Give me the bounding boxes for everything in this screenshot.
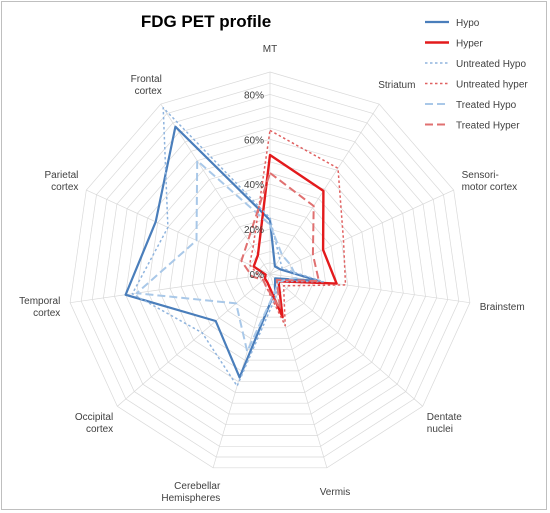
radial-tick-label: 20% bbox=[244, 225, 264, 236]
grid-ring bbox=[125, 127, 415, 415]
grid-ring bbox=[69, 71, 471, 469]
grid-spoke bbox=[269, 273, 470, 304]
grid-ring bbox=[114, 116, 426, 426]
grid-spoke bbox=[86, 189, 271, 275]
grid-ring bbox=[147, 150, 393, 393]
legend-label: Hypo bbox=[456, 18, 480, 29]
category-label: Striatum bbox=[378, 80, 415, 91]
series-line-0 bbox=[124, 125, 320, 379]
grid-ring bbox=[158, 161, 382, 383]
grid-spoke bbox=[160, 103, 271, 275]
grid-ring bbox=[103, 105, 437, 436]
category-label: Dentate nuclei bbox=[427, 412, 462, 435]
grid-ring bbox=[180, 183, 360, 361]
grid-spoke bbox=[269, 273, 423, 407]
grid-ring bbox=[225, 228, 315, 318]
legend-label: Treated Hyper bbox=[456, 121, 520, 132]
grid-ring bbox=[169, 172, 371, 372]
series-layer bbox=[124, 107, 347, 387]
grid-spoke bbox=[269, 189, 454, 275]
category-label: Frontal cortex bbox=[131, 74, 162, 97]
radial-tick-label: 40% bbox=[244, 180, 264, 191]
chart-title: FDG PET profile bbox=[140, 12, 272, 31]
grid-ring bbox=[214, 217, 326, 329]
category-label: Parietal cortex bbox=[44, 170, 78, 193]
grid-spoke bbox=[269, 103, 380, 275]
grid-spoke bbox=[70, 273, 271, 304]
series-line-1 bbox=[252, 153, 338, 319]
series-line-5 bbox=[240, 172, 320, 310]
grid-ring bbox=[191, 195, 349, 350]
category-label: Cerebellar Hemispheres bbox=[161, 481, 221, 504]
series-line-2 bbox=[131, 107, 325, 387]
category-label: Occipital cortex bbox=[75, 412, 113, 435]
series-line-3 bbox=[248, 129, 347, 327]
legend-label: Hyper bbox=[456, 39, 483, 50]
radial-tick-label: 60% bbox=[244, 135, 264, 146]
grid-spoke bbox=[117, 273, 271, 407]
radial-tick-label: 0% bbox=[250, 270, 265, 281]
grid-ring bbox=[136, 138, 404, 404]
category-label: Brainstem bbox=[480, 302, 525, 313]
radial-tick-label: 80% bbox=[244, 90, 264, 101]
radar-grid bbox=[69, 71, 471, 469]
category-label: Sensori-motor cortex bbox=[462, 170, 518, 193]
category-label: Vermis bbox=[320, 487, 351, 498]
grid-ring bbox=[80, 82, 460, 458]
legend-label: Untreated hyper bbox=[456, 80, 528, 91]
legend-label: Untreated Hypo bbox=[456, 59, 526, 70]
category-labels: MT Striatum Sensori-motor cortex Brainstem D… bbox=[19, 44, 525, 504]
legend: Hypo Hyper Untreated Hypo Untreated hyper Tr… bbox=[425, 18, 528, 132]
legend-label: Treated Hypo bbox=[456, 100, 517, 111]
grid-ring bbox=[91, 94, 449, 447]
series-line-4 bbox=[135, 159, 298, 353]
grid-ring bbox=[203, 206, 337, 339]
category-label: Temporal cortex bbox=[19, 296, 60, 319]
radial-tick-labels: 0% 20% 40% 60% 80% bbox=[244, 90, 264, 281]
category-label: MT bbox=[263, 44, 277, 55]
